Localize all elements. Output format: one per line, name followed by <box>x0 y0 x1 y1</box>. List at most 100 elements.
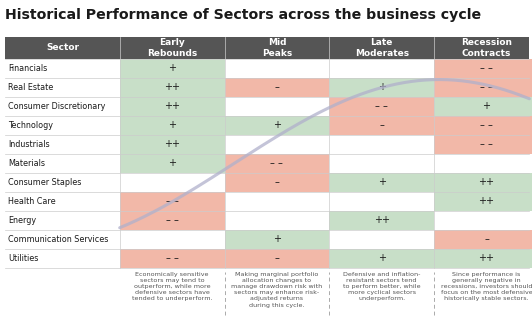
Text: Early
Rebounds: Early Rebounds <box>147 38 197 58</box>
Bar <box>120 97 225 116</box>
Bar <box>120 192 225 211</box>
Text: ++: ++ <box>478 196 495 206</box>
Text: –: – <box>379 120 384 130</box>
Text: +: + <box>273 234 281 244</box>
Text: Consumer Staples: Consumer Staples <box>8 178 81 187</box>
Bar <box>434 173 532 192</box>
Text: Industrials: Industrials <box>8 140 49 149</box>
Text: – –: – – <box>165 196 179 206</box>
Bar <box>225 192 329 211</box>
Text: Mid
Peaks: Mid Peaks <box>262 38 292 58</box>
Bar <box>120 135 225 154</box>
Text: Late
Moderates: Late Moderates <box>355 38 409 58</box>
Bar <box>329 116 434 135</box>
Text: Technology: Technology <box>8 121 53 130</box>
Bar <box>225 78 329 97</box>
Bar <box>329 192 434 211</box>
Bar <box>5 116 529 135</box>
Text: ++: ++ <box>164 139 180 149</box>
Text: –: – <box>275 177 279 187</box>
Bar <box>5 249 529 268</box>
Bar <box>5 192 529 211</box>
Text: +: + <box>273 120 281 130</box>
Bar <box>5 37 529 59</box>
Text: +: + <box>378 82 386 92</box>
Bar <box>225 249 329 268</box>
Bar <box>434 59 532 78</box>
Bar <box>434 116 532 135</box>
Bar <box>225 154 329 173</box>
Bar <box>120 78 225 97</box>
Bar <box>329 230 434 249</box>
Bar <box>225 211 329 230</box>
Bar <box>434 97 532 116</box>
Bar <box>434 230 532 249</box>
Bar <box>5 154 529 173</box>
Text: ++: ++ <box>478 253 495 263</box>
Text: ++: ++ <box>164 101 180 111</box>
Bar <box>120 173 225 192</box>
Bar <box>225 59 329 78</box>
Text: Recession
Contracts: Recession Contracts <box>461 38 512 58</box>
Text: Historical Performance of Sectors across the business cycle: Historical Performance of Sectors across… <box>5 8 481 22</box>
Bar <box>329 173 434 192</box>
Bar <box>434 249 532 268</box>
Text: –: – <box>484 234 489 244</box>
Text: Communication Services: Communication Services <box>8 235 109 244</box>
Text: Energy: Energy <box>8 216 36 225</box>
Bar <box>120 249 225 268</box>
Text: Making marginal portfolio
allocation changes to
manage drawdown risk with
sector: Making marginal portfolio allocation cha… <box>231 272 322 308</box>
Bar <box>329 211 434 230</box>
Text: – –: – – <box>480 82 493 92</box>
Text: Economically sensitive
sectors may tend to
outperform, while more
defensive sect: Economically sensitive sectors may tend … <box>132 272 212 301</box>
Text: – –: – – <box>480 120 493 130</box>
Bar <box>5 135 529 154</box>
Text: +: + <box>378 177 386 187</box>
Bar <box>5 173 529 192</box>
Bar <box>225 97 329 116</box>
Bar <box>329 135 434 154</box>
Bar <box>225 135 329 154</box>
Text: – –: – – <box>480 139 493 149</box>
Bar <box>434 211 532 230</box>
Text: Real Estate: Real Estate <box>8 83 53 92</box>
Text: ++: ++ <box>373 215 390 225</box>
Text: Defensive and inflation-
resistant sectors tend
to perform better, while
more cy: Defensive and inflation- resistant secto… <box>343 272 420 301</box>
Bar <box>120 59 225 78</box>
Bar <box>329 154 434 173</box>
Bar <box>5 59 529 78</box>
Bar <box>120 116 225 135</box>
Text: Consumer Discretionary: Consumer Discretionary <box>8 102 105 111</box>
Bar <box>5 97 529 116</box>
Bar <box>434 135 532 154</box>
Text: – –: – – <box>165 215 179 225</box>
Text: Since performance is
generally negative in
recessions, investors should
focus on: Since performance is generally negative … <box>440 272 532 301</box>
Bar <box>329 78 434 97</box>
Text: – –: – – <box>375 101 388 111</box>
Text: – –: – – <box>165 253 179 263</box>
Bar <box>225 116 329 135</box>
Text: +: + <box>168 120 176 130</box>
Bar <box>5 230 529 249</box>
Bar <box>329 249 434 268</box>
Text: – –: – – <box>270 158 284 168</box>
Text: Utilities: Utilities <box>8 254 38 263</box>
Bar <box>434 78 532 97</box>
Text: ++: ++ <box>478 177 495 187</box>
Text: –: – <box>275 253 279 263</box>
Text: +: + <box>168 63 176 73</box>
Bar <box>5 211 529 230</box>
Bar <box>5 78 529 97</box>
Bar <box>329 97 434 116</box>
Text: Materials: Materials <box>8 159 45 168</box>
Text: +: + <box>168 158 176 168</box>
Bar <box>434 192 532 211</box>
Bar <box>120 154 225 173</box>
Bar <box>225 173 329 192</box>
Text: Health Care: Health Care <box>8 197 56 206</box>
Text: –: – <box>275 82 279 92</box>
Text: Financials: Financials <box>8 64 47 73</box>
Text: Sector: Sector <box>46 43 79 52</box>
Text: – –: – – <box>480 63 493 73</box>
Text: +: + <box>483 101 491 111</box>
